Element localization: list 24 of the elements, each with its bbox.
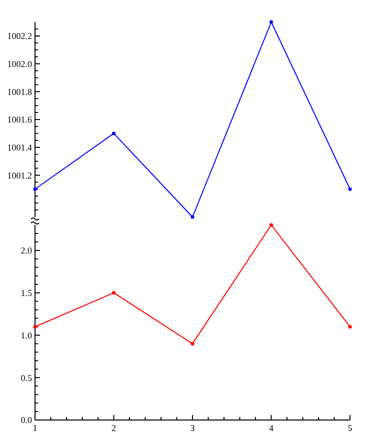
y-tick-label: 0.0	[20, 415, 32, 426]
point	[269, 20, 274, 24]
point	[190, 342, 194, 346]
y-tick-label: 1001.2	[7, 170, 32, 180]
point	[269, 223, 274, 227]
x-tick-label: 1	[32, 423, 38, 433]
point	[348, 324, 352, 329]
x-tick-label: 5	[348, 423, 353, 433]
x-tick-label: 2	[112, 423, 116, 433]
y-tick-label: 0.5	[20, 372, 32, 383]
y-tick-label: 1001.8	[7, 86, 32, 97]
point	[348, 187, 352, 191]
y-tick-label: 1002.0	[7, 58, 32, 69]
point	[190, 215, 194, 219]
y-tick-label: 1001.4	[7, 142, 32, 153]
y-tick-label: 1.5	[20, 288, 32, 298]
y-tick-label: 1002.2	[7, 31, 32, 42]
y-tick-label: 1.0	[20, 330, 32, 340]
y-tick-label: 1001.6	[7, 114, 32, 125]
x-tick-label: 4	[269, 423, 274, 433]
point	[112, 132, 116, 136]
y-tick-label: 2.0	[20, 246, 32, 256]
point	[112, 291, 116, 295]
x-tick-label: 3	[190, 423, 196, 433]
